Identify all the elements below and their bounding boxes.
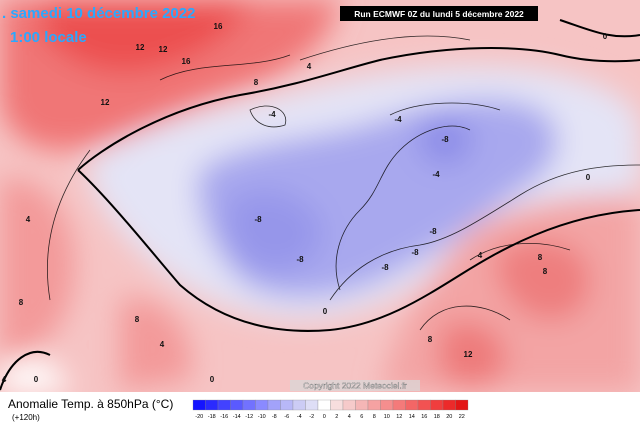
- colorbar-tick-label: 4: [348, 414, 351, 420]
- colorbar-swatch: [205, 399, 219, 411]
- contour-label: -8: [411, 248, 419, 257]
- colorbar-tick-label: 18: [434, 414, 440, 420]
- lead-time: (+120h): [12, 413, 40, 422]
- colorbar-tick-label: -8: [272, 414, 277, 420]
- colorbar-swatch: [405, 399, 419, 411]
- colorbar-swatch: [280, 399, 294, 411]
- colorbar-swatch: [355, 399, 369, 411]
- contour-label: 0: [603, 32, 608, 41]
- forecast-time: 1:00 locale: [10, 29, 87, 46]
- colorbar-swatch: [392, 399, 406, 411]
- contour-label: 4: [160, 340, 165, 349]
- run-box: [340, 6, 538, 21]
- contour-label: -8: [441, 135, 449, 144]
- legend-title: Anomalie Temp. à 850hPa (°C): [8, 397, 173, 411]
- contour-label: 8: [135, 315, 140, 324]
- contour-label: 16: [214, 22, 223, 31]
- contour-label: -4: [394, 115, 402, 124]
- colorbar-swatch: [242, 399, 256, 411]
- colorbar-tick-label: 6: [360, 414, 363, 420]
- colorbar-swatch: [330, 399, 344, 411]
- colorbar-tick-label: -18: [208, 414, 216, 420]
- colorbar-swatch: [217, 399, 231, 411]
- colorbar-swatch: [305, 399, 319, 411]
- contour-label: 8: [19, 298, 24, 307]
- contour-label: -8: [254, 215, 262, 224]
- map: [0, 0, 640, 392]
- contour-label: 8: [538, 253, 543, 262]
- colorbar-tick-label: -16: [220, 414, 228, 420]
- contour-label: 12: [136, 43, 145, 52]
- contour-label: -4: [432, 170, 440, 179]
- colorbar-swatch: [292, 399, 306, 411]
- copyright: Copyright 2022 Meteociel.fr: [303, 381, 407, 391]
- colorbar-swatch: [442, 399, 456, 411]
- contour-label: 12: [159, 45, 168, 54]
- contour-label: 0: [586, 173, 591, 182]
- contour-label: 0: [323, 307, 328, 316]
- contour-label: 16: [182, 57, 191, 66]
- colorbar-swatch: [267, 399, 281, 411]
- colorbar-swatch: [367, 399, 381, 411]
- contour-label: -8: [381, 263, 389, 272]
- colorbar-swatch: [317, 399, 331, 411]
- colorbar-swatch: [455, 399, 469, 411]
- contour-label: 8: [543, 267, 548, 276]
- contour-label: 12: [464, 350, 473, 359]
- colorbar-tick-label: -14: [233, 414, 241, 420]
- colorbar-tick-label: -4: [297, 414, 302, 420]
- colorbar-tick-label: -20: [195, 414, 203, 420]
- contour-label: 8: [254, 78, 259, 87]
- colorbar-tick-label: 0: [323, 414, 326, 420]
- contour-label: -8: [296, 255, 304, 264]
- colorbar-tick-label: 2: [335, 414, 338, 420]
- run-info: Run ECMWF 0Z du lundi 5 décembre 2022: [354, 9, 524, 19]
- contour-label: 0: [34, 375, 39, 384]
- colorbar-tick-label: 14: [409, 414, 415, 420]
- contour-label: 12: [101, 98, 110, 107]
- colorbar-tick-label: 22: [459, 414, 465, 420]
- contour-label: 0: [210, 375, 215, 384]
- contour-label: -8: [429, 227, 437, 236]
- colorbar-tick-label: 12: [396, 414, 402, 420]
- contour-label: 4: [2, 375, 7, 384]
- colorbar-swatch: [417, 399, 431, 411]
- colorbar-swatch: [230, 399, 244, 411]
- colorbar-tick-label: 8: [373, 414, 376, 420]
- colorbar-tick-label: -2: [309, 414, 314, 420]
- colorbar-swatch: [255, 399, 269, 411]
- contour-label: 8: [428, 335, 433, 344]
- colorbar: -20 -18 -16 -14 -12 -10 -8 -6 -4 -2 0 2 4 6 8 10 12 14 16 1…: [192, 399, 469, 420]
- contour-label: -4: [268, 110, 276, 119]
- contour-label: 4: [478, 251, 483, 260]
- contour-label: 4: [26, 215, 31, 224]
- forecast-date: . samedi 10 décembre 2022: [2, 5, 195, 22]
- colorbar-tick-label: 10: [384, 414, 390, 420]
- colorbar-swatch: [342, 399, 356, 411]
- colorbar-swatch: [430, 399, 444, 411]
- colorbar-tick-label: -10: [258, 414, 266, 420]
- colorbar-swatch: [192, 399, 206, 411]
- colorbar-tick-label: -12: [245, 414, 253, 420]
- colorbar-swatch: [380, 399, 394, 411]
- colorbar-tick-label: 20: [446, 414, 452, 420]
- colorbar-tick-label: -6: [284, 414, 289, 420]
- colorbar-tick-label: 16: [421, 414, 427, 420]
- contour-label: 4: [307, 62, 312, 71]
